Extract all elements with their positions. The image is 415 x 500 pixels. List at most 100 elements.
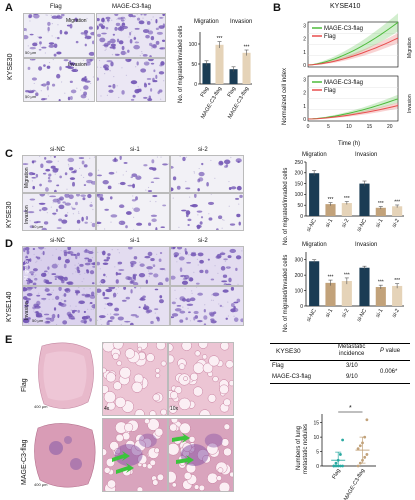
bar bbox=[375, 287, 386, 306]
e-flag-10x bbox=[168, 342, 234, 416]
bar bbox=[375, 207, 386, 216]
d-scale: 50 μm bbox=[32, 318, 44, 323]
line-flag bbox=[307, 105, 399, 120]
a-group-mig: Migration bbox=[194, 19, 219, 25]
sig-label: *** bbox=[378, 201, 384, 207]
b-xlabel: Time (h) bbox=[338, 141, 361, 147]
data-point bbox=[339, 453, 342, 456]
y-tick-label: 2 bbox=[303, 37, 306, 43]
x-tick-label: si-1 bbox=[375, 218, 385, 229]
a-scale-2: 50 μm bbox=[25, 94, 37, 99]
x-tick-label: 20 bbox=[387, 124, 393, 130]
y-tick-label: 100 bbox=[189, 42, 198, 48]
x-tick-label: si-NC bbox=[306, 218, 318, 233]
e-flag-4x bbox=[102, 342, 168, 416]
d-col3: si-2 bbox=[198, 238, 208, 244]
x-tick-label: si-NC bbox=[306, 308, 318, 323]
bar bbox=[341, 281, 352, 306]
e-row-flag: Flag bbox=[21, 378, 28, 392]
sig-label: *** bbox=[328, 275, 334, 281]
d-row-inv: Invasion bbox=[24, 301, 30, 320]
d-group-inv: Invasion bbox=[355, 242, 378, 248]
e-mage-10x bbox=[168, 418, 234, 492]
data-point bbox=[332, 464, 336, 468]
c-img-1-inv bbox=[22, 193, 96, 231]
e-arrows bbox=[112, 433, 194, 474]
d-img-2-inv bbox=[96, 286, 170, 326]
a-label-mig: Migration bbox=[66, 18, 87, 24]
y-tick-label: 3 bbox=[303, 77, 306, 83]
chart-b: MAGE-C3-flag Flag 0 1 2 3 MAGE-C3-flag Flag 0 1 2 3… bbox=[303, 13, 399, 130]
a-group-inv: Invasion bbox=[230, 19, 253, 25]
d-img-1-mig bbox=[22, 246, 96, 286]
d-col1: si-NC bbox=[50, 238, 65, 244]
a-cell-line: KYSE30 bbox=[7, 53, 14, 80]
data-point bbox=[356, 447, 360, 451]
c-col1: si-NC bbox=[50, 147, 65, 153]
c-cell-line: KYSE30 bbox=[6, 201, 13, 228]
e-scale-1: 400 μm bbox=[34, 404, 48, 409]
y-tick-label: 0 bbox=[194, 82, 197, 88]
a-img-flag-inv bbox=[23, 58, 95, 102]
legend-label-mage: MAGE-C3-flag bbox=[324, 26, 363, 32]
data-point bbox=[358, 444, 362, 448]
x-tick-label: 0 bbox=[307, 124, 310, 130]
data-point bbox=[341, 464, 344, 468]
c-img-1-mig bbox=[22, 155, 96, 193]
data-point bbox=[341, 438, 344, 442]
arrow-icon bbox=[172, 433, 190, 443]
e-table-r1-v: 3/10 bbox=[346, 363, 358, 369]
d-img-2-mig bbox=[96, 246, 170, 286]
y-tick-label: 1 bbox=[303, 50, 306, 56]
line-mage bbox=[307, 21, 399, 66]
arrow-icon bbox=[176, 455, 194, 465]
x-tick-label: 10 bbox=[346, 124, 352, 130]
d-row-mig: M igration bbox=[24, 258, 30, 280]
y-tick-label: 0 bbox=[303, 63, 306, 69]
y-tick-label: 0 bbox=[303, 117, 306, 123]
e-table-h1: KYSE30 bbox=[276, 348, 301, 355]
e-scale-2: 400 μm bbox=[34, 482, 48, 487]
d-group-mig: Migration bbox=[302, 242, 327, 248]
band-flag bbox=[308, 102, 398, 119]
c-row-inv: Invasion bbox=[24, 205, 30, 224]
x-tick-label: 5 bbox=[327, 124, 330, 130]
c-img-2-inv bbox=[96, 193, 170, 231]
c-col3: si-2 bbox=[198, 147, 208, 153]
bar bbox=[215, 44, 224, 84]
c-col2: si-1 bbox=[130, 147, 140, 153]
y-tick-label: 200 bbox=[295, 171, 304, 177]
d-img-1-inv bbox=[22, 286, 96, 326]
e-row-mage: MAGE-C3-flag bbox=[21, 439, 28, 485]
c-img-2-mig bbox=[96, 155, 170, 193]
data-point bbox=[365, 453, 369, 456]
c-img-3-inv bbox=[170, 193, 244, 231]
x-tick-label: 15 bbox=[367, 124, 373, 130]
y-tick-label: 100 bbox=[295, 288, 304, 294]
band-flag bbox=[308, 33, 398, 65]
c-img-3-mig bbox=[170, 155, 244, 193]
line-flag bbox=[307, 37, 399, 66]
y-tick-label: 1 bbox=[303, 104, 306, 110]
x-tick-label: si-NC bbox=[356, 308, 368, 323]
e-table: KYSE30 Metastatic incidence P value Flag… bbox=[270, 343, 410, 395]
arrow-icon bbox=[112, 451, 130, 462]
b-side-inv: Invasion bbox=[407, 94, 413, 113]
c-group-inv: Invasion bbox=[355, 152, 378, 158]
e-table-r1-g: Flag bbox=[272, 363, 284, 369]
y-tick-label: 100 bbox=[295, 192, 304, 198]
d-img-3-inv bbox=[170, 286, 244, 326]
b-title: KYSE410 bbox=[330, 3, 361, 10]
sig-label: *** bbox=[394, 199, 400, 205]
e-mag-4x: 4x bbox=[104, 406, 110, 412]
x-tick-label: si-2 bbox=[391, 218, 401, 229]
a-img-mage-mig bbox=[96, 13, 166, 58]
c-scale: 50 μm bbox=[32, 224, 44, 229]
e-table-r1-p: 0.006* bbox=[380, 369, 398, 375]
a-ylabel: No. of migrated/invaded cells bbox=[178, 25, 184, 103]
panel-label-c: C bbox=[5, 148, 13, 160]
sig-label: * bbox=[349, 405, 352, 412]
sig-label: *** bbox=[344, 272, 350, 278]
bar bbox=[359, 183, 370, 216]
